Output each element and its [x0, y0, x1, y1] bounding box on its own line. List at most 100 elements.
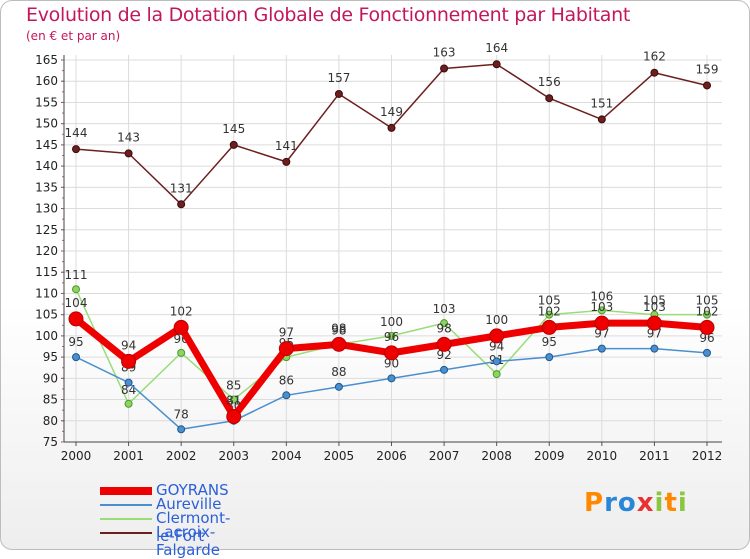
data-point-aureville	[282, 391, 291, 400]
data-point-lacroix-falgarde	[177, 200, 186, 209]
data-label-clermont-le-fort: 100	[380, 315, 403, 329]
data-point-clermont-le-fort	[440, 319, 449, 328]
x-tick-label: 2010	[587, 449, 618, 463]
data-label-clermont-le-fort: 103	[433, 302, 456, 316]
data-point-lacroix-falgarde	[492, 60, 501, 69]
data-label-lacroix-falgarde: 157	[327, 71, 350, 85]
data-point-lacroix-falgarde	[703, 81, 711, 90]
data-point-lacroix-falgarde	[334, 89, 343, 98]
data-point-aureville	[597, 344, 606, 353]
data-label-lacroix-falgarde: 149	[380, 105, 403, 119]
y-tick-label: 160	[35, 74, 58, 88]
y-tick-label: 115	[35, 265, 58, 279]
data-label-lacroix-falgarde: 141	[275, 139, 298, 153]
data-point-goyrans	[541, 319, 557, 335]
x-tick-label: 2007	[429, 449, 460, 463]
data-point-clermont-le-fort	[545, 310, 554, 319]
data-label-clermont-le-fort: 111	[65, 268, 88, 282]
data-label-lacroix-falgarde: 145	[222, 122, 245, 136]
data-point-lacroix-falgarde	[229, 140, 238, 149]
data-label-goyrans: 103	[590, 300, 613, 314]
data-point-lacroix-falgarde	[72, 145, 80, 154]
data-label-aureville: 97	[647, 327, 662, 341]
x-tick-label: 2008	[481, 449, 512, 463]
logo-letter: P	[584, 488, 605, 518]
data-label-aureville: 94	[489, 339, 504, 353]
data-label-lacroix-falgarde: 159	[696, 62, 719, 76]
data-label-aureville: 96	[699, 331, 714, 345]
y-tick-label: 80	[43, 414, 58, 428]
data-label-aureville: 78	[174, 407, 189, 421]
data-point-lacroix-falgarde	[124, 149, 133, 158]
data-point-aureville	[492, 357, 501, 366]
y-tick-label: 165	[35, 53, 58, 67]
x-tick-label: 2003	[218, 449, 249, 463]
data-point-lacroix-falgarde	[597, 115, 606, 124]
data-point-lacroix-falgarde	[282, 157, 291, 166]
data-label-goyrans: 102	[696, 304, 719, 318]
chart-subtitle: (en € et par an)	[26, 29, 121, 43]
data-point-clermont-le-fort	[177, 348, 186, 357]
data-label-lacroix-falgarde: 144	[65, 126, 88, 140]
data-label-goyrans: 102	[170, 304, 193, 318]
y-tick-label: 105	[35, 308, 58, 322]
data-label-lacroix-falgarde: 151	[590, 96, 613, 110]
data-label-clermont-le-fort: 85	[226, 379, 241, 393]
x-tick-label: 2011	[639, 449, 670, 463]
data-label-clermont-le-fort: 105	[696, 294, 719, 308]
x-tick-label: 2002	[166, 449, 197, 463]
data-label-lacroix-falgarde: 164	[485, 41, 508, 55]
data-point-aureville	[440, 365, 449, 374]
data-point-aureville	[650, 344, 659, 353]
data-point-aureville	[387, 374, 396, 383]
logo-letter: t	[664, 488, 678, 518]
data-label-aureville: 92	[436, 348, 451, 362]
data-label-aureville: 95	[68, 335, 83, 349]
data-label-aureville: 86	[279, 373, 294, 387]
x-tick-label: 2012	[692, 449, 723, 463]
data-point-goyrans	[121, 353, 137, 369]
legend-label-lacroix: Lacroix-Falgarde	[156, 523, 220, 559]
legend-label-goyrans: GOYRANS	[156, 481, 229, 499]
data-label-clermont-le-fort: 98	[331, 323, 346, 337]
data-label-goyrans: 104	[65, 296, 88, 310]
data-point-clermont-le-fort	[229, 395, 238, 404]
data-point-clermont-le-fort	[492, 370, 501, 379]
y-tick-label: 85	[43, 393, 58, 407]
data-point-aureville	[545, 353, 554, 362]
data-point-aureville	[177, 425, 186, 434]
x-tick-label: 2001	[113, 449, 144, 463]
data-point-goyrans	[226, 409, 242, 425]
data-label-lacroix-falgarde: 163	[433, 45, 456, 59]
y-tick-label: 135	[35, 180, 58, 194]
data-point-aureville	[703, 348, 711, 357]
data-label-lacroix-falgarde: 156	[538, 75, 561, 89]
data-label-goyrans: 81	[226, 394, 241, 408]
data-label-goyrans: 102	[538, 304, 561, 318]
data-label-goyrans: 97	[279, 326, 294, 340]
data-point-aureville	[124, 378, 133, 387]
data-label-goyrans: 100	[485, 313, 508, 327]
data-point-goyrans	[489, 328, 505, 344]
logo-letter: i	[677, 488, 688, 518]
data-label-lacroix-falgarde: 162	[643, 50, 666, 64]
data-label-goyrans: 94	[121, 338, 136, 352]
data-label-clermont-le-fort: 105	[643, 294, 666, 308]
data-point-goyrans	[646, 315, 662, 331]
data-point-aureville	[334, 382, 343, 391]
legend-swatch-goyrans	[100, 487, 152, 495]
data-label-clermont-le-fort: 106	[590, 289, 613, 303]
logo-letter: x	[636, 488, 655, 518]
data-point-goyrans	[699, 319, 715, 335]
y-tick-label: 75	[43, 435, 58, 449]
x-tick-label: 2000	[61, 449, 92, 463]
data-label-goyrans: 103	[643, 300, 666, 314]
data-point-aureville	[72, 353, 80, 362]
data-point-goyrans	[594, 315, 610, 331]
data-point-goyrans	[384, 345, 399, 361]
data-point-clermont-le-fort	[597, 306, 606, 315]
y-tick-label: 110	[35, 286, 58, 300]
data-point-goyrans	[68, 311, 84, 327]
data-label-goyrans: 98	[436, 321, 451, 335]
